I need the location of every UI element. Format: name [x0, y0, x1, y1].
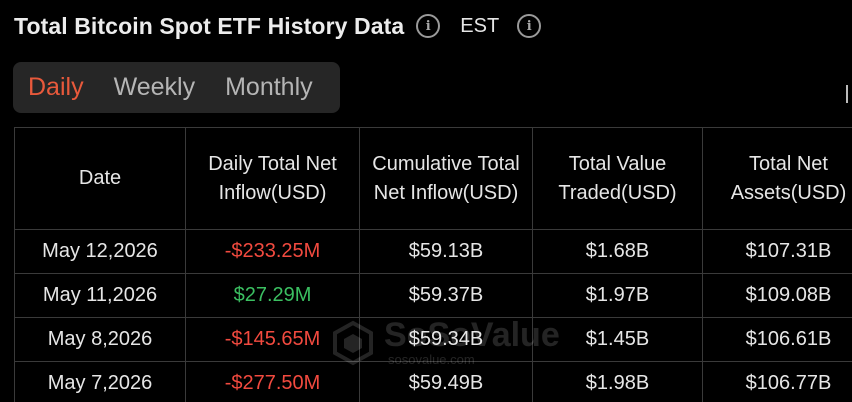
- cell-total-net-assets: $107.31B: [702, 229, 852, 274]
- cell-date: May 11,2026: [14, 273, 186, 318]
- timezone-info-icon[interactable]: i: [517, 14, 542, 38]
- cell-cumulative-net-inflow: $59.49B: [359, 361, 533, 402]
- cell-cumulative-net-inflow: $59.34B: [359, 317, 533, 362]
- cell-total-net-assets: $106.77B: [702, 361, 852, 402]
- tab-weekly[interactable]: Weekly: [113, 73, 196, 101]
- cell-total-net-assets: $106.61B: [702, 317, 852, 362]
- cell-daily-net-inflow: $27.29M: [185, 273, 360, 318]
- info-icon[interactable]: i: [416, 14, 441, 38]
- cell-total-value-traded: $1.98B: [532, 361, 703, 402]
- cell-date: May 7,2026: [14, 361, 186, 402]
- header-date[interactable]: Date: [14, 127, 186, 230]
- cell-daily-net-inflow: -$277.50M: [185, 361, 360, 402]
- table-row: May 11,2026 $27.29M $59.37B $1.97B $109.…: [14, 273, 852, 318]
- header-daily-net-inflow[interactable]: Daily Total Net Inflow(USD): [185, 127, 360, 230]
- cell-daily-net-inflow: -$233.25M: [185, 229, 360, 274]
- period-tabs: Daily Weekly Monthly: [13, 62, 340, 113]
- truncated-control: [846, 85, 848, 103]
- header-total-value-traded[interactable]: Total Value Traded(USD): [532, 127, 703, 230]
- table-row: May 7,2026 -$277.50M $59.49B $1.98B $106…: [14, 361, 852, 402]
- cell-total-value-traded: $1.45B: [532, 317, 703, 362]
- cell-cumulative-net-inflow: $59.37B: [359, 273, 533, 318]
- cell-daily-net-inflow: -$145.65M: [185, 317, 360, 362]
- cell-date: May 8,2026: [14, 317, 186, 362]
- cell-total-value-traded: $1.68B: [532, 229, 703, 274]
- table-row: May 8,2026 -$145.65M $59.34B $1.45B $106…: [14, 317, 852, 362]
- table-header-row: Date Daily Total Net Inflow(USD) Cumulat…: [14, 127, 852, 230]
- cell-cumulative-net-inflow: $59.13B: [359, 229, 533, 274]
- header-total-net-assets[interactable]: Total Net Assets(USD): [702, 127, 852, 230]
- page-title: Total Bitcoin Spot ETF History Data: [14, 12, 405, 39]
- cell-date: May 12,2026: [14, 229, 186, 274]
- tab-daily[interactable]: Daily: [28, 73, 84, 101]
- header-cumulative-net-inflow[interactable]: Cumulative Total Net Inflow(USD): [359, 127, 533, 230]
- table-row: May 12,2026 -$233.25M $59.13B $1.68B $10…: [14, 229, 852, 274]
- tab-monthly[interactable]: Monthly: [225, 73, 313, 101]
- etf-history-table: Date Daily Total Net Inflow(USD) Cumulat…: [14, 127, 852, 402]
- cell-total-value-traded: $1.97B: [532, 273, 703, 318]
- timezone-label: EST: [460, 14, 500, 37]
- header: Total Bitcoin Spot ETF History Data i ES…: [14, 9, 542, 43]
- cell-total-net-assets: $109.08B: [702, 273, 852, 318]
